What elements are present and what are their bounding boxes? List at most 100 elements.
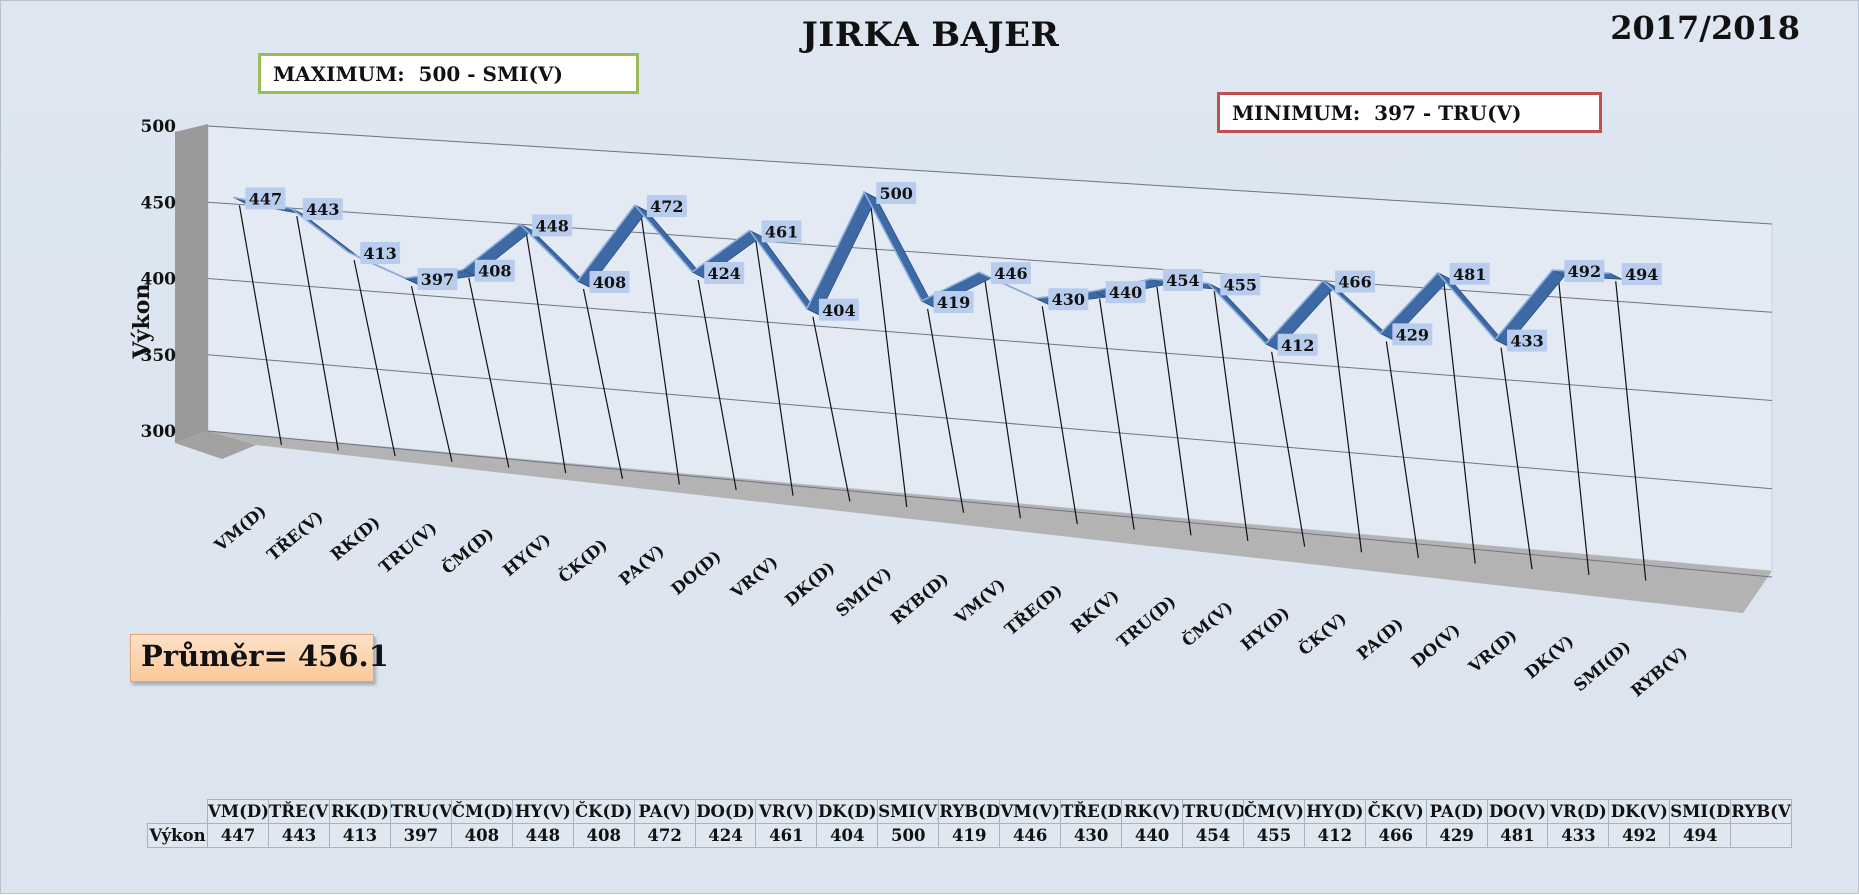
data-label: 419 [933,290,974,313]
drop-line [812,316,851,502]
data-label: 408 [589,271,630,294]
data-label-bg [245,187,286,210]
table-value-cell: 447 [207,823,269,848]
drop-line [1213,291,1249,542]
line-highlight [748,229,808,310]
x-tick-label: RYB(V) [1627,643,1691,701]
x-tick-label: SMI(V) [832,564,895,621]
average-badge: Průměr= 456.1 [130,634,389,682]
data-label-text: 408 [478,262,511,281]
line-highlight [462,223,521,271]
data-label: 404 [818,298,859,321]
table-header-cell: SMI(D) [1669,799,1732,824]
table-header-cell: ČK(V) [1364,799,1427,824]
drop-line [296,216,339,451]
data-label-bg [1621,263,1662,286]
x-tick-label: PA(D) [1353,614,1407,663]
line-highlight [1322,280,1381,335]
table-value-cell: 443 [268,823,330,848]
data-label: 455 [1220,273,1261,296]
table-header-cell: ČK(D) [572,799,635,824]
table-header-cell: HY(D) [1303,799,1366,824]
table-value-cell [1730,823,1793,848]
drop-line [238,205,283,445]
x-tick-label: PA(V) [616,541,668,589]
drop-line [1500,347,1533,570]
line-highlight [347,251,406,279]
drop-line [869,199,908,508]
data-label-text: 492 [1568,262,1601,281]
data-label: 466 [1335,270,1375,293]
table-value-cell: 455 [1243,823,1305,848]
data-label-text: 447 [249,189,282,208]
data-label-text: 494 [1625,265,1658,284]
table-value-cell: 429 [1425,823,1488,848]
x-tick-label: DO(V) [1408,620,1464,671]
table-value-cell: 494 [1669,823,1732,848]
table-value-cell: 404 [816,823,879,848]
data-table: VM(D)TŘE(V)RK(D)TRU(V)ČM(D)HY(V)ČK(D)PA(… [147,799,1793,848]
chart-walls [175,124,1773,613]
data-label-bg [589,271,630,294]
line-highlight [921,271,980,302]
table-value-cell: 492 [1608,823,1671,848]
line-highlight [1379,272,1439,334]
table-header-cell: TRU(V) [389,799,452,824]
data-label: 448 [532,214,573,237]
table-value-cell: 446 [999,823,1062,848]
table-header-cell: VM(V) [999,799,1062,824]
data-label-bg [990,262,1031,285]
data-label: 447 [245,187,286,210]
data-label-bg [1162,268,1203,291]
drop-lines [238,199,1647,581]
table-header-cell: RK(D) [329,799,391,824]
y-tick-label: 350 [141,346,177,366]
x-tick-label: ČM(V) [1178,597,1237,651]
gridline-350 [207,354,1773,490]
table-header-row: VM(D)TŘE(V)RK(D)TRU(V)ČM(D)HY(V)ČK(D)PA(… [148,799,1793,824]
drop-line [1443,280,1476,564]
table-value-cell: 433 [1547,823,1610,848]
data-label-bg [474,259,515,282]
season-label: 2017/2018 [1610,9,1800,47]
data-label: 472 [646,195,687,218]
drop-line [582,288,624,479]
table-header-cell: TŘE(V) [268,799,330,824]
x-tick-label: RK(V) [1067,586,1122,637]
data-label-bg [1507,329,1548,352]
drop-line [1041,306,1078,525]
table-value-cell: 461 [755,823,818,848]
data-label: 424 [704,261,745,284]
table-header-cell: HY(V) [511,799,574,824]
data-label: 433 [1507,329,1548,352]
drop-line [1385,341,1419,558]
table-value-cell: 481 [1486,823,1549,848]
data-label-text: 446 [994,264,1027,283]
x-tick-label: SMI(D) [1570,637,1634,695]
data-label: 481 [1449,262,1490,285]
x-tick-label: RK(D) [327,513,384,565]
drop-line [353,259,396,457]
x-tick-label: VR(V) [727,552,782,603]
chart-title: JIRKA BAJER [801,15,1060,55]
data-label-bg [1277,333,1318,356]
data-label: 492 [1564,260,1605,283]
table-value-cell: 424 [694,823,757,848]
table-corner [148,800,208,824]
data-label-bg [704,261,745,284]
x-tick-label: VM(D) [210,501,270,555]
data-label-text: 443 [306,200,339,219]
drop-line [1615,281,1647,581]
minimum-callout: MINIMUM: 397 - TRU(V) [1217,92,1602,133]
maximum-callout: MAXIMUM: 500 - SMI(V) [258,53,639,94]
data-label-text: 454 [1166,271,1199,290]
gridline-500 [207,125,1773,225]
table-value-cell: 408 [572,823,635,848]
data-label-bg [1105,281,1146,304]
table-value-row: Výkon 447 443 413 397 408 448 408 472 424 461 404 50… [147,823,1793,848]
data-label: 446 [990,262,1031,285]
gridline-400 [207,278,1773,401]
table-value-cell: 419 [938,823,1001,848]
table-value-cell: 500 [877,823,940,848]
drop-line [754,238,794,496]
